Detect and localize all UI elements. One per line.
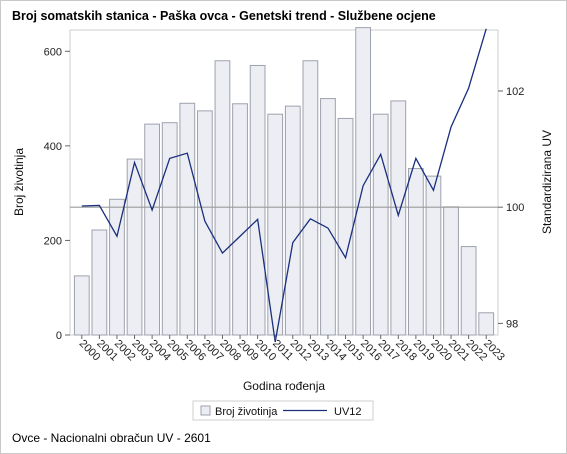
bar-2002 (109, 198, 125, 336)
bar-2014 (320, 98, 336, 336)
bar-2000 (73, 275, 90, 336)
chart-title: Broj somatskih stanica - Paška ovca - Ge… (12, 9, 436, 23)
bar-2022 (460, 246, 477, 336)
legend: Broj životinja UV12 (192, 400, 374, 421)
x-axis-label: Godina rođenja (243, 379, 325, 393)
y2-tick-label: 102 (506, 86, 524, 98)
bar-2015 (337, 117, 354, 336)
bar-2023 (478, 312, 495, 336)
y-tick-label: 600 (44, 46, 62, 58)
bar-2019 (407, 168, 424, 336)
left-axis-ticks: 0 200 400 600 (44, 46, 70, 342)
y2-axis-label: Standardizirana UV (540, 130, 554, 234)
y2-tick-label: 98 (506, 318, 518, 330)
bar-2017 (372, 113, 389, 336)
uv12-line (81, 28, 487, 343)
bar-2005 (161, 122, 178, 336)
y2-tick-label: 100 (506, 202, 524, 214)
footnote: Ovce - Nacionalni obračun UV - 2601 (12, 431, 211, 445)
bar-2007 (196, 110, 213, 336)
bar-2004 (144, 123, 161, 336)
bar-2010 (249, 64, 266, 336)
legend-bar-swatch (200, 405, 211, 416)
bar-2001 (91, 229, 108, 336)
bar-2021 (443, 206, 459, 336)
legend-line-label: UV12 (334, 406, 362, 418)
bar-2009 (232, 103, 248, 336)
bar-2013 (302, 60, 319, 336)
x-axis-ticks: 2000200120022003200420052006200720082009… (77, 335, 507, 363)
y-tick-label: 400 (44, 141, 62, 153)
y-tick-label: 0 (56, 330, 62, 342)
bar-2006 (179, 102, 196, 336)
bar-2018 (390, 100, 407, 336)
legend-bar-label: Broj životinja (215, 406, 278, 418)
bar-2012 (284, 105, 301, 336)
bar-series (73, 27, 495, 336)
bar-2020 (425, 175, 442, 336)
bar-2016 (355, 27, 372, 336)
y-axis-label: Broj životinja (12, 148, 26, 216)
line-series-group (81, 28, 487, 343)
bar-2008 (214, 60, 231, 336)
y-tick-label: 200 (44, 235, 62, 247)
right-axis-ticks: 98 100 102 (498, 86, 524, 330)
